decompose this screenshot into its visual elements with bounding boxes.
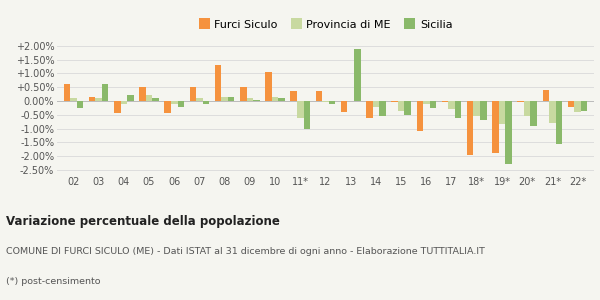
Bar xyxy=(146,95,152,101)
Text: COMUNE DI FURCI SICULO (ME) - Dati ISTAT al 31 dicembre di ogni anno - Elaborazi: COMUNE DI FURCI SICULO (ME) - Dati ISTAT… xyxy=(6,248,485,256)
Bar xyxy=(524,101,530,116)
Bar xyxy=(499,101,505,124)
Bar xyxy=(221,97,228,101)
Bar xyxy=(492,101,499,153)
Bar xyxy=(391,101,398,102)
Bar xyxy=(127,95,134,101)
Bar xyxy=(379,101,386,116)
Bar xyxy=(480,101,487,120)
Bar xyxy=(265,72,272,101)
Bar xyxy=(316,91,322,101)
Bar xyxy=(114,101,121,113)
Bar xyxy=(473,101,480,116)
Bar xyxy=(329,101,335,104)
Bar xyxy=(178,101,184,106)
Bar xyxy=(253,100,260,101)
Bar xyxy=(304,101,310,128)
Bar xyxy=(139,87,146,101)
Bar xyxy=(517,101,524,102)
Bar xyxy=(416,101,423,131)
Bar xyxy=(278,98,285,101)
Bar xyxy=(64,85,70,101)
Bar xyxy=(164,101,171,113)
Bar xyxy=(404,101,411,115)
Bar xyxy=(530,101,537,126)
Bar xyxy=(568,101,574,106)
Bar xyxy=(430,101,436,108)
Bar xyxy=(423,101,430,104)
Bar xyxy=(322,101,329,102)
Legend: Furci Siculo, Provincia di ME, Sicilia: Furci Siculo, Provincia di ME, Sicilia xyxy=(194,15,457,34)
Bar xyxy=(77,101,83,108)
Bar xyxy=(89,97,95,101)
Bar xyxy=(215,65,221,101)
Bar xyxy=(542,90,549,101)
Bar xyxy=(70,98,77,101)
Bar xyxy=(290,91,297,101)
Bar xyxy=(247,98,253,101)
Bar xyxy=(297,101,304,118)
Bar xyxy=(373,101,379,106)
Bar xyxy=(121,101,127,104)
Bar xyxy=(95,98,102,101)
Bar xyxy=(240,87,247,101)
Text: (*) post-censimento: (*) post-censimento xyxy=(6,278,101,286)
Bar xyxy=(228,97,235,101)
Bar xyxy=(190,87,196,101)
Bar xyxy=(152,98,159,101)
Bar xyxy=(272,97,278,101)
Bar xyxy=(442,101,448,102)
Bar xyxy=(171,101,178,104)
Bar xyxy=(448,101,455,109)
Bar xyxy=(581,101,587,111)
Bar xyxy=(203,101,209,104)
Bar xyxy=(366,101,373,118)
Bar xyxy=(574,101,581,112)
Bar xyxy=(505,101,512,164)
Bar xyxy=(556,101,562,144)
Bar xyxy=(467,101,473,155)
Bar xyxy=(341,101,347,112)
Bar xyxy=(102,85,109,101)
Bar xyxy=(196,98,203,101)
Bar xyxy=(354,49,361,101)
Text: Variazione percentuale della popolazione: Variazione percentuale della popolazione xyxy=(6,214,280,227)
Bar xyxy=(455,101,461,118)
Bar xyxy=(549,101,556,123)
Bar xyxy=(398,101,404,111)
